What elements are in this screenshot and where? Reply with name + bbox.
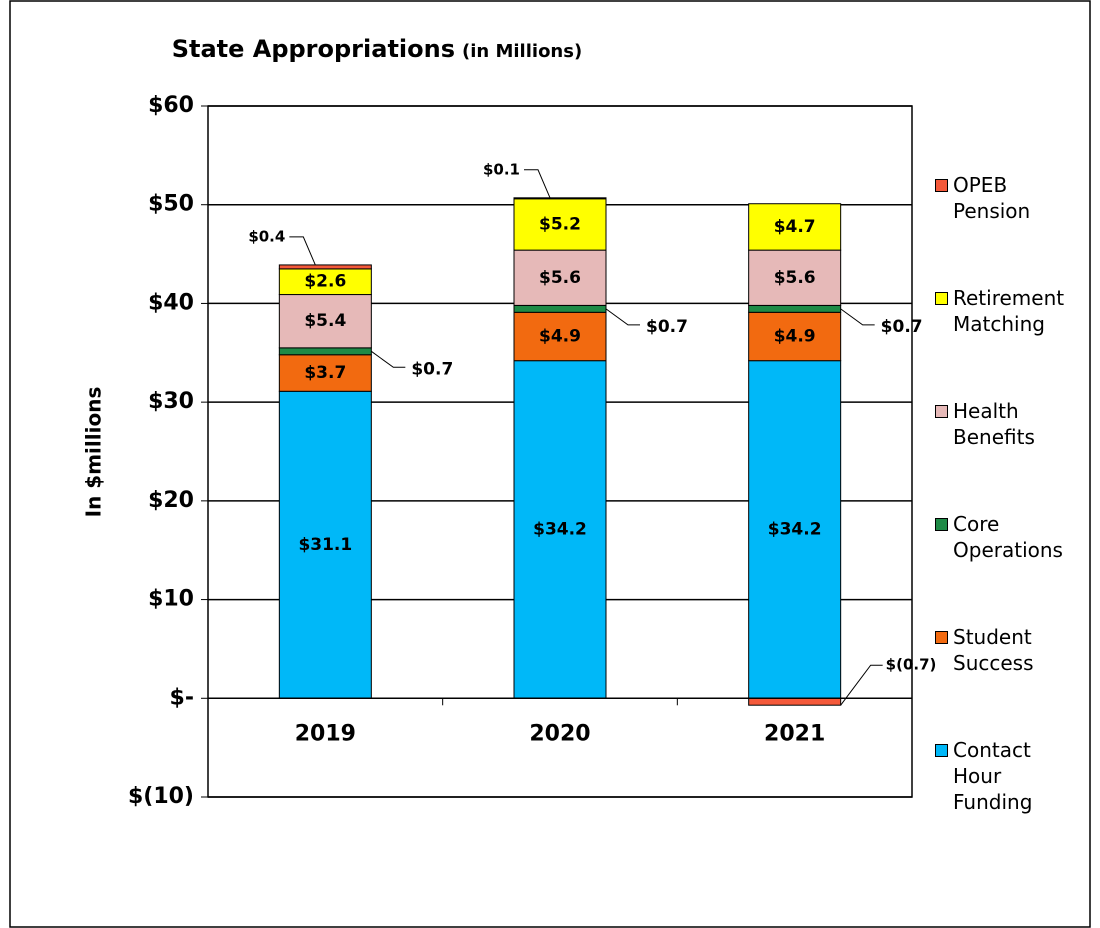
chart-subtitle: (in Millions) [462,41,582,62]
legend-label: Retirement Matching [953,286,1065,336]
y-tick-label: $10 [148,587,194,612]
data-label: $34.2 [768,519,822,539]
data-label: $0.1 [483,160,520,178]
bar-segment [278,390,372,699]
bar-segment [278,354,372,392]
data-label: $0.7 [881,317,923,337]
leader-line [840,308,875,326]
chart-title: State Appropriations [172,35,455,63]
legend-swatch [935,744,948,757]
y-tick-label: $60 [148,93,194,118]
legend-label: Health Benefits [953,399,1035,449]
legend-swatch [935,405,948,418]
leader-line [840,664,883,706]
bar-segment [513,304,607,313]
y-tick-label: $50 [148,192,194,217]
data-label: $5.6 [539,268,581,288]
bar-segment [513,198,607,251]
bar-segment [278,268,372,296]
leader-line [605,308,640,326]
y-tick-label: $- [170,685,194,710]
x-tick-label: 2020 [529,721,590,746]
bar-segment [748,697,842,706]
y-tick-label: $40 [148,290,194,315]
data-label: $0.7 [411,359,453,379]
legend-swatch [935,631,948,644]
data-label: $4.9 [539,326,581,346]
y-tick-label: $(10) [128,784,194,809]
data-label: $2.6 [304,272,346,292]
data-label: $5.6 [774,268,816,288]
legend-label: Student Success [953,625,1034,675]
legend-label: OPEB Pension [953,173,1031,223]
bar-segment [748,203,842,251]
bar-segment [748,311,842,362]
data-label: $3.7 [304,363,346,383]
data-label: $4.7 [774,217,816,237]
legend-swatch [935,292,948,305]
plot-border [207,105,913,798]
bar-segment [748,304,842,313]
legend-swatch [935,179,948,192]
bar-segment [278,264,372,270]
y-axis-label: In $millions [82,387,106,518]
data-label: $0.7 [646,317,688,337]
legend-label: Core Operations [953,512,1063,562]
data-label: $0.4 [248,227,285,245]
legend-label: Contact Hour Funding [953,738,1033,814]
data-label: $31.1 [298,535,352,555]
leader-line [289,236,316,266]
data-label: $34.2 [533,519,587,539]
data-label: $5.4 [304,311,346,331]
data-label: $(0.7) [886,656,937,674]
data-label: $4.9 [774,326,816,346]
leader-line [371,350,406,368]
bar-segment [278,294,372,349]
bar-segment [513,249,607,306]
bar-segment [748,249,842,306]
x-tick-label: 2021 [764,721,825,746]
bar-segment [513,311,607,362]
bar-segment [278,347,372,356]
data-label: $5.2 [539,214,581,234]
x-tick-label: 2019 [295,721,356,746]
y-tick-label: $20 [148,488,194,513]
legend-swatch [935,518,948,531]
bar-segment [748,360,842,699]
leader-line [524,169,551,199]
y-tick-label: $30 [148,389,194,414]
bar-segment [513,197,607,200]
